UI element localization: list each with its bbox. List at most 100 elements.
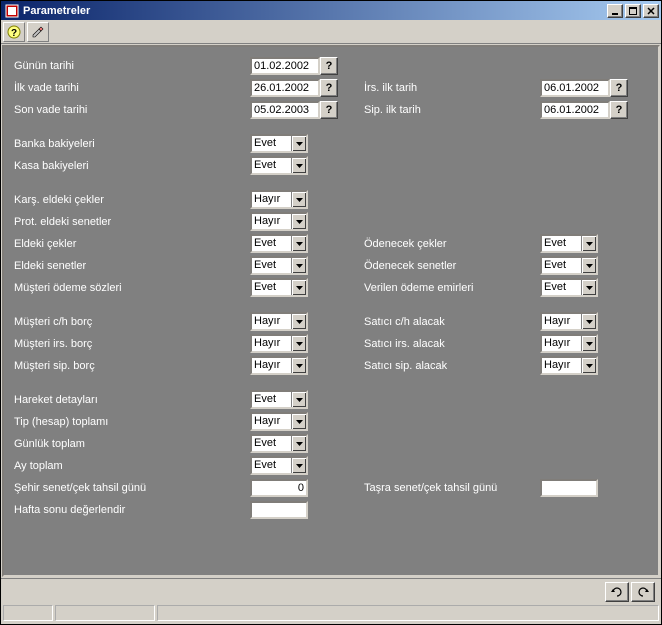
gunluk-toplam-label: Günlük toplam xyxy=(14,438,250,450)
musteri-sip-borc-label: Müşteri sip. borç xyxy=(14,360,250,372)
gunun-tarihi-label: Günün tarihi xyxy=(14,60,250,72)
eldeki-senetler-label: Eldeki senetler xyxy=(14,260,250,272)
musteri-sip-borc-combo[interactable]: Hayır xyxy=(250,356,308,375)
chevron-down-icon xyxy=(291,136,306,151)
musteri-irs-borc-label: Müşteri irs. borç xyxy=(14,338,250,350)
musteri-ch-borc-combo[interactable]: Hayır xyxy=(250,312,308,331)
chevron-down-icon xyxy=(581,336,596,351)
ilk-vade-tarihi-input[interactable] xyxy=(250,79,320,97)
window: Parametreler ? Günün tarihi ? İlk vade t… xyxy=(0,0,662,625)
sehir-tahsil-gunu-label: Şehir senet/çek tahsil günü xyxy=(14,482,250,494)
musteri-ch-borc-label: Müşteri c/h borç xyxy=(14,316,250,328)
hareket-detaylari-combo[interactable]: Evet xyxy=(250,390,308,409)
musteri-odeme-sozleri-combo[interactable]: Evet xyxy=(250,278,308,297)
chevron-down-icon xyxy=(291,236,306,251)
maximize-button[interactable] xyxy=(625,4,641,18)
eldeki-cekler-combo[interactable]: Evet xyxy=(250,234,308,253)
sehir-tahsil-gunu-input[interactable] xyxy=(250,479,308,497)
gunun-tarihi-help-button[interactable]: ? xyxy=(320,57,338,75)
satici-sip-alacak-combo[interactable]: Hayır xyxy=(540,356,598,375)
chevron-down-icon xyxy=(581,358,596,373)
chevron-down-icon xyxy=(291,358,306,373)
odenecek-cekler-combo[interactable]: Evet xyxy=(540,234,598,253)
banka-bakiyeleri-label: Banka bakiyeleri xyxy=(14,138,250,150)
hafta-sonu-degerlendir-label: Hafta sonu değerlendir xyxy=(14,504,250,516)
form-content: Günün tarihi ? İlk vade tarihi ? İrs. il… xyxy=(2,45,660,577)
status-panel-2 xyxy=(55,605,155,621)
chevron-down-icon xyxy=(291,436,306,451)
hafta-sonu-degerlendir-input[interactable] xyxy=(250,501,308,519)
son-vade-tarihi-input[interactable] xyxy=(250,101,320,119)
chevron-down-icon xyxy=(291,258,306,273)
sip-ilk-tarih-help-button[interactable]: ? xyxy=(610,101,628,119)
kasa-bakiyeleri-combo[interactable]: Evet xyxy=(250,156,308,175)
chevron-down-icon xyxy=(291,414,306,429)
status-panel-1 xyxy=(3,605,53,621)
minimize-button[interactable] xyxy=(607,4,623,18)
irs-ilk-tarih-label: İrs. ilk tarih xyxy=(358,82,540,94)
chevron-down-icon xyxy=(581,258,596,273)
satici-irs-alacak-combo[interactable]: Hayır xyxy=(540,334,598,353)
chevron-down-icon xyxy=(291,392,306,407)
refresh-button[interactable] xyxy=(605,582,629,602)
tip-hesap-toplami-combo[interactable]: Hayır xyxy=(250,412,308,431)
close-button[interactable] xyxy=(643,4,659,18)
satici-ch-alacak-label: Satıcı c/h alacak xyxy=(358,316,540,328)
sip-ilk-tarih-input[interactable] xyxy=(540,101,610,119)
ay-toplam-combo[interactable]: Evet xyxy=(250,456,308,475)
kars-eldeki-cekler-combo[interactable]: Hayır xyxy=(250,190,308,209)
undo-button[interactable] xyxy=(631,582,655,602)
chevron-down-icon xyxy=(581,314,596,329)
verilen-odeme-emirleri-combo[interactable]: Evet xyxy=(540,278,598,297)
irs-ilk-tarih-help-button[interactable]: ? xyxy=(610,79,628,97)
ilk-vade-tarihi-label: İlk vade tarihi xyxy=(14,82,250,94)
app-icon xyxy=(5,4,19,18)
chevron-down-icon xyxy=(291,158,306,173)
tip-hesap-toplami-label: Tip (hesap) toplamı xyxy=(14,416,250,428)
status-panel-3 xyxy=(157,605,659,621)
chevron-down-icon xyxy=(581,236,596,251)
odenecek-senetler-label: Ödenecek senetler xyxy=(358,260,540,272)
title-bar: Parametreler xyxy=(1,1,661,20)
status-bar xyxy=(1,604,661,624)
chevron-down-icon xyxy=(291,458,306,473)
sip-ilk-tarih-label: Sip. ilk tarih xyxy=(358,104,540,116)
odenecek-cekler-label: Ödenecek çekler xyxy=(358,238,540,250)
verilen-odeme-emirleri-label: Verilen ödeme emirleri xyxy=(358,282,540,294)
chevron-down-icon xyxy=(581,280,596,295)
gunluk-toplam-combo[interactable]: Evet xyxy=(250,434,308,453)
son-vade-tarihi-help-button[interactable]: ? xyxy=(320,101,338,119)
kasa-bakiyeleri-label: Kasa bakiyeleri xyxy=(14,160,250,172)
help-tool-button[interactable]: ? xyxy=(3,22,25,42)
irs-ilk-tarih-input[interactable] xyxy=(540,79,610,97)
gunun-tarihi-input[interactable] xyxy=(250,57,320,75)
odenecek-senetler-combo[interactable]: Evet xyxy=(540,256,598,275)
hareket-detaylari-label: Hareket detayları xyxy=(14,394,250,406)
svg-text:?: ? xyxy=(11,28,17,39)
kars-eldeki-cekler-label: Karş. eldeki çekler xyxy=(14,194,250,206)
ay-toplam-label: Ay toplam xyxy=(14,460,250,472)
eldeki-senetler-combo[interactable]: Evet xyxy=(250,256,308,275)
action-bar xyxy=(1,578,661,604)
chevron-down-icon xyxy=(291,336,306,351)
satici-sip-alacak-label: Satıcı sip. alacak xyxy=(358,360,540,372)
musteri-odeme-sozleri-label: Müşteri ödeme sözleri xyxy=(14,282,250,294)
satici-ch-alacak-combo[interactable]: Hayır xyxy=(540,312,598,331)
eldeki-cekler-label: Eldeki çekler xyxy=(14,238,250,250)
chevron-down-icon xyxy=(291,214,306,229)
window-title: Parametreler xyxy=(23,5,605,17)
tasra-tahsil-gunu-label: Taşra senet/çek tahsil günü xyxy=(358,482,540,494)
ilk-vade-tarihi-help-button[interactable]: ? xyxy=(320,79,338,97)
prot-eldeki-senetler-label: Prot. eldeki senetler xyxy=(14,216,250,228)
musteri-irs-borc-combo[interactable]: Hayır xyxy=(250,334,308,353)
toolbar: ? xyxy=(1,20,661,44)
son-vade-tarihi-label: Son vade tarihi xyxy=(14,104,250,116)
tasra-tahsil-gunu-input[interactable] xyxy=(540,479,598,497)
prot-eldeki-senetler-combo[interactable]: Hayır xyxy=(250,212,308,231)
edit-tool-button[interactable] xyxy=(27,22,49,42)
satici-irs-alacak-label: Satıcı irs. alacak xyxy=(358,338,540,350)
chevron-down-icon xyxy=(291,314,306,329)
chevron-down-icon xyxy=(291,280,306,295)
chevron-down-icon xyxy=(291,192,306,207)
banka-bakiyeleri-combo[interactable]: Evet xyxy=(250,134,308,153)
